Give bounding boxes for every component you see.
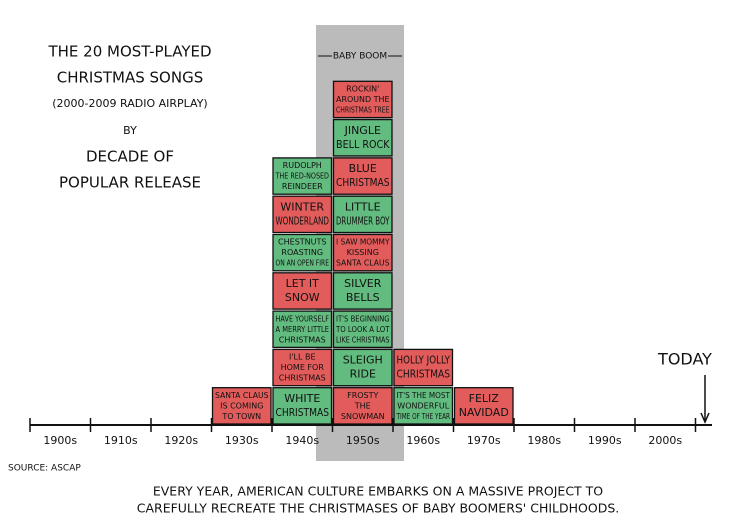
band-label: BABY BOOM — [333, 52, 387, 62]
song-label: RIDE — [350, 368, 376, 381]
song-label: SANTA CLAUS — [215, 391, 269, 400]
song-label: IT'S THE MOST — [397, 391, 451, 400]
song-label: WINTER — [280, 200, 324, 213]
song-label: HAVE YOURSELF — [276, 314, 330, 323]
song-box — [332, 233, 393, 272]
song-box — [272, 195, 333, 234]
song-label: IS COMING — [220, 401, 263, 410]
song-label: LIKE CHRISTMAS — [336, 335, 390, 344]
song-label: TO LOOK A LOT — [335, 325, 389, 334]
song-box — [393, 348, 454, 387]
song-label: SLEIGH — [343, 354, 383, 367]
decade-label: 1970s — [467, 434, 501, 447]
song-label: BELL ROCK — [336, 138, 390, 151]
song-box — [332, 118, 393, 157]
title-line: POPULAR RELEASE — [59, 174, 201, 192]
song-label: A MERRY LITTLE — [276, 325, 330, 334]
song-box — [332, 195, 393, 234]
song-label: ROCKIN' — [346, 84, 379, 93]
song-label: THE RED-NOSED — [275, 172, 329, 181]
song-label: TO TOWN — [221, 412, 261, 421]
song-label: TIME OF THE YEAR — [396, 412, 451, 421]
song-box — [453, 387, 514, 425]
source: SOURCE: ASCAP — [8, 464, 81, 474]
song-label: KISSING — [347, 248, 379, 257]
song-label: SNOWMAN — [341, 412, 385, 421]
song-label: WHITE — [284, 392, 320, 405]
title-line: (2000-2009 RADIO AIRPLAY) — [52, 97, 207, 110]
song-label: CHESTNUTS — [278, 238, 326, 247]
song-label: DRUMMER BOY — [336, 214, 390, 227]
song-box — [332, 272, 393, 310]
song-label: ROASTING — [281, 248, 323, 257]
decade-label: 1950s — [346, 434, 380, 447]
song-label: HOLLY JOLLY — [397, 354, 451, 367]
song-label: BELLS — [346, 291, 380, 304]
song-label: JINGLE — [344, 124, 381, 137]
decade-label: 2000s — [648, 434, 682, 447]
song-box — [272, 272, 333, 310]
title-line: BY — [123, 124, 137, 137]
song-label: WONDERFUL — [397, 401, 449, 410]
song-box — [332, 80, 393, 119]
song-box — [211, 387, 272, 425]
decade-label: 1960s — [406, 434, 440, 447]
song-box — [332, 310, 393, 349]
song-label: CHRISTMAS — [397, 368, 451, 381]
song-label: CHRISTMAS — [336, 176, 390, 189]
song-box — [272, 348, 333, 387]
song-box — [272, 157, 333, 195]
decade-label: 1920s — [164, 434, 198, 447]
title-line: DECADE OF — [86, 148, 174, 166]
song-label: CHRISTMAS — [276, 406, 330, 419]
decade-label: 1990s — [588, 434, 622, 447]
song-label: AROUND THE — [336, 95, 390, 104]
title-line: CHRISTMAS SONGS — [57, 69, 203, 87]
song-box — [393, 387, 454, 425]
song-label: SANTA CLAUS — [336, 259, 390, 268]
song-label: SNOW — [285, 291, 320, 304]
song-label: I SAW MOMMY — [336, 238, 390, 247]
song-label: REINDEER — [282, 182, 323, 191]
song-label: CHRISTMAS TREE — [336, 105, 390, 114]
song-box — [332, 157, 393, 195]
song-label: LITTLE — [345, 200, 381, 213]
song-label: FELIZ — [469, 392, 500, 405]
song-box — [272, 233, 333, 272]
decade-label: 1930s — [225, 434, 259, 447]
song-label: HOME FOR — [281, 363, 325, 372]
today-label: TODAY — [657, 350, 712, 369]
song-label: SILVER — [344, 277, 382, 290]
caption-line: CAREFULLY RECREATE THE CHRISTMASES OF BA… — [137, 501, 620, 516]
decade-label: 1900s — [43, 434, 77, 447]
caption-line: EVERY YEAR, AMERICAN CULTURE EMBARKS ON … — [153, 484, 603, 499]
decade-label: 1910s — [104, 434, 138, 447]
song-label: CHRISTMAS — [279, 335, 326, 344]
song-box — [332, 348, 393, 387]
song-label: IT'S BEGINNING — [336, 314, 390, 323]
song-label: FROSTY — [347, 391, 378, 400]
song-label: WONDERLAND — [276, 214, 330, 227]
song-label: LET IT — [286, 277, 320, 290]
song-box — [272, 310, 333, 349]
song-label: ON AN OPEN FIRE — [276, 259, 330, 268]
song-label: THE — [354, 401, 371, 410]
title-line: THE 20 MOST-PLAYED — [47, 43, 211, 61]
song-label: RUDOLPH — [283, 161, 322, 170]
song-box — [272, 387, 333, 425]
today-arrow-head — [700, 412, 710, 424]
song-label: CHRISTMAS — [279, 374, 326, 383]
decade-label: 1980s — [527, 434, 561, 447]
song-label: BLUE — [349, 162, 377, 175]
song-label: NAVIDAD — [459, 406, 509, 419]
song-box — [332, 387, 393, 425]
song-label: I'LL BE — [289, 353, 316, 362]
decade-label: 1940s — [285, 434, 319, 447]
